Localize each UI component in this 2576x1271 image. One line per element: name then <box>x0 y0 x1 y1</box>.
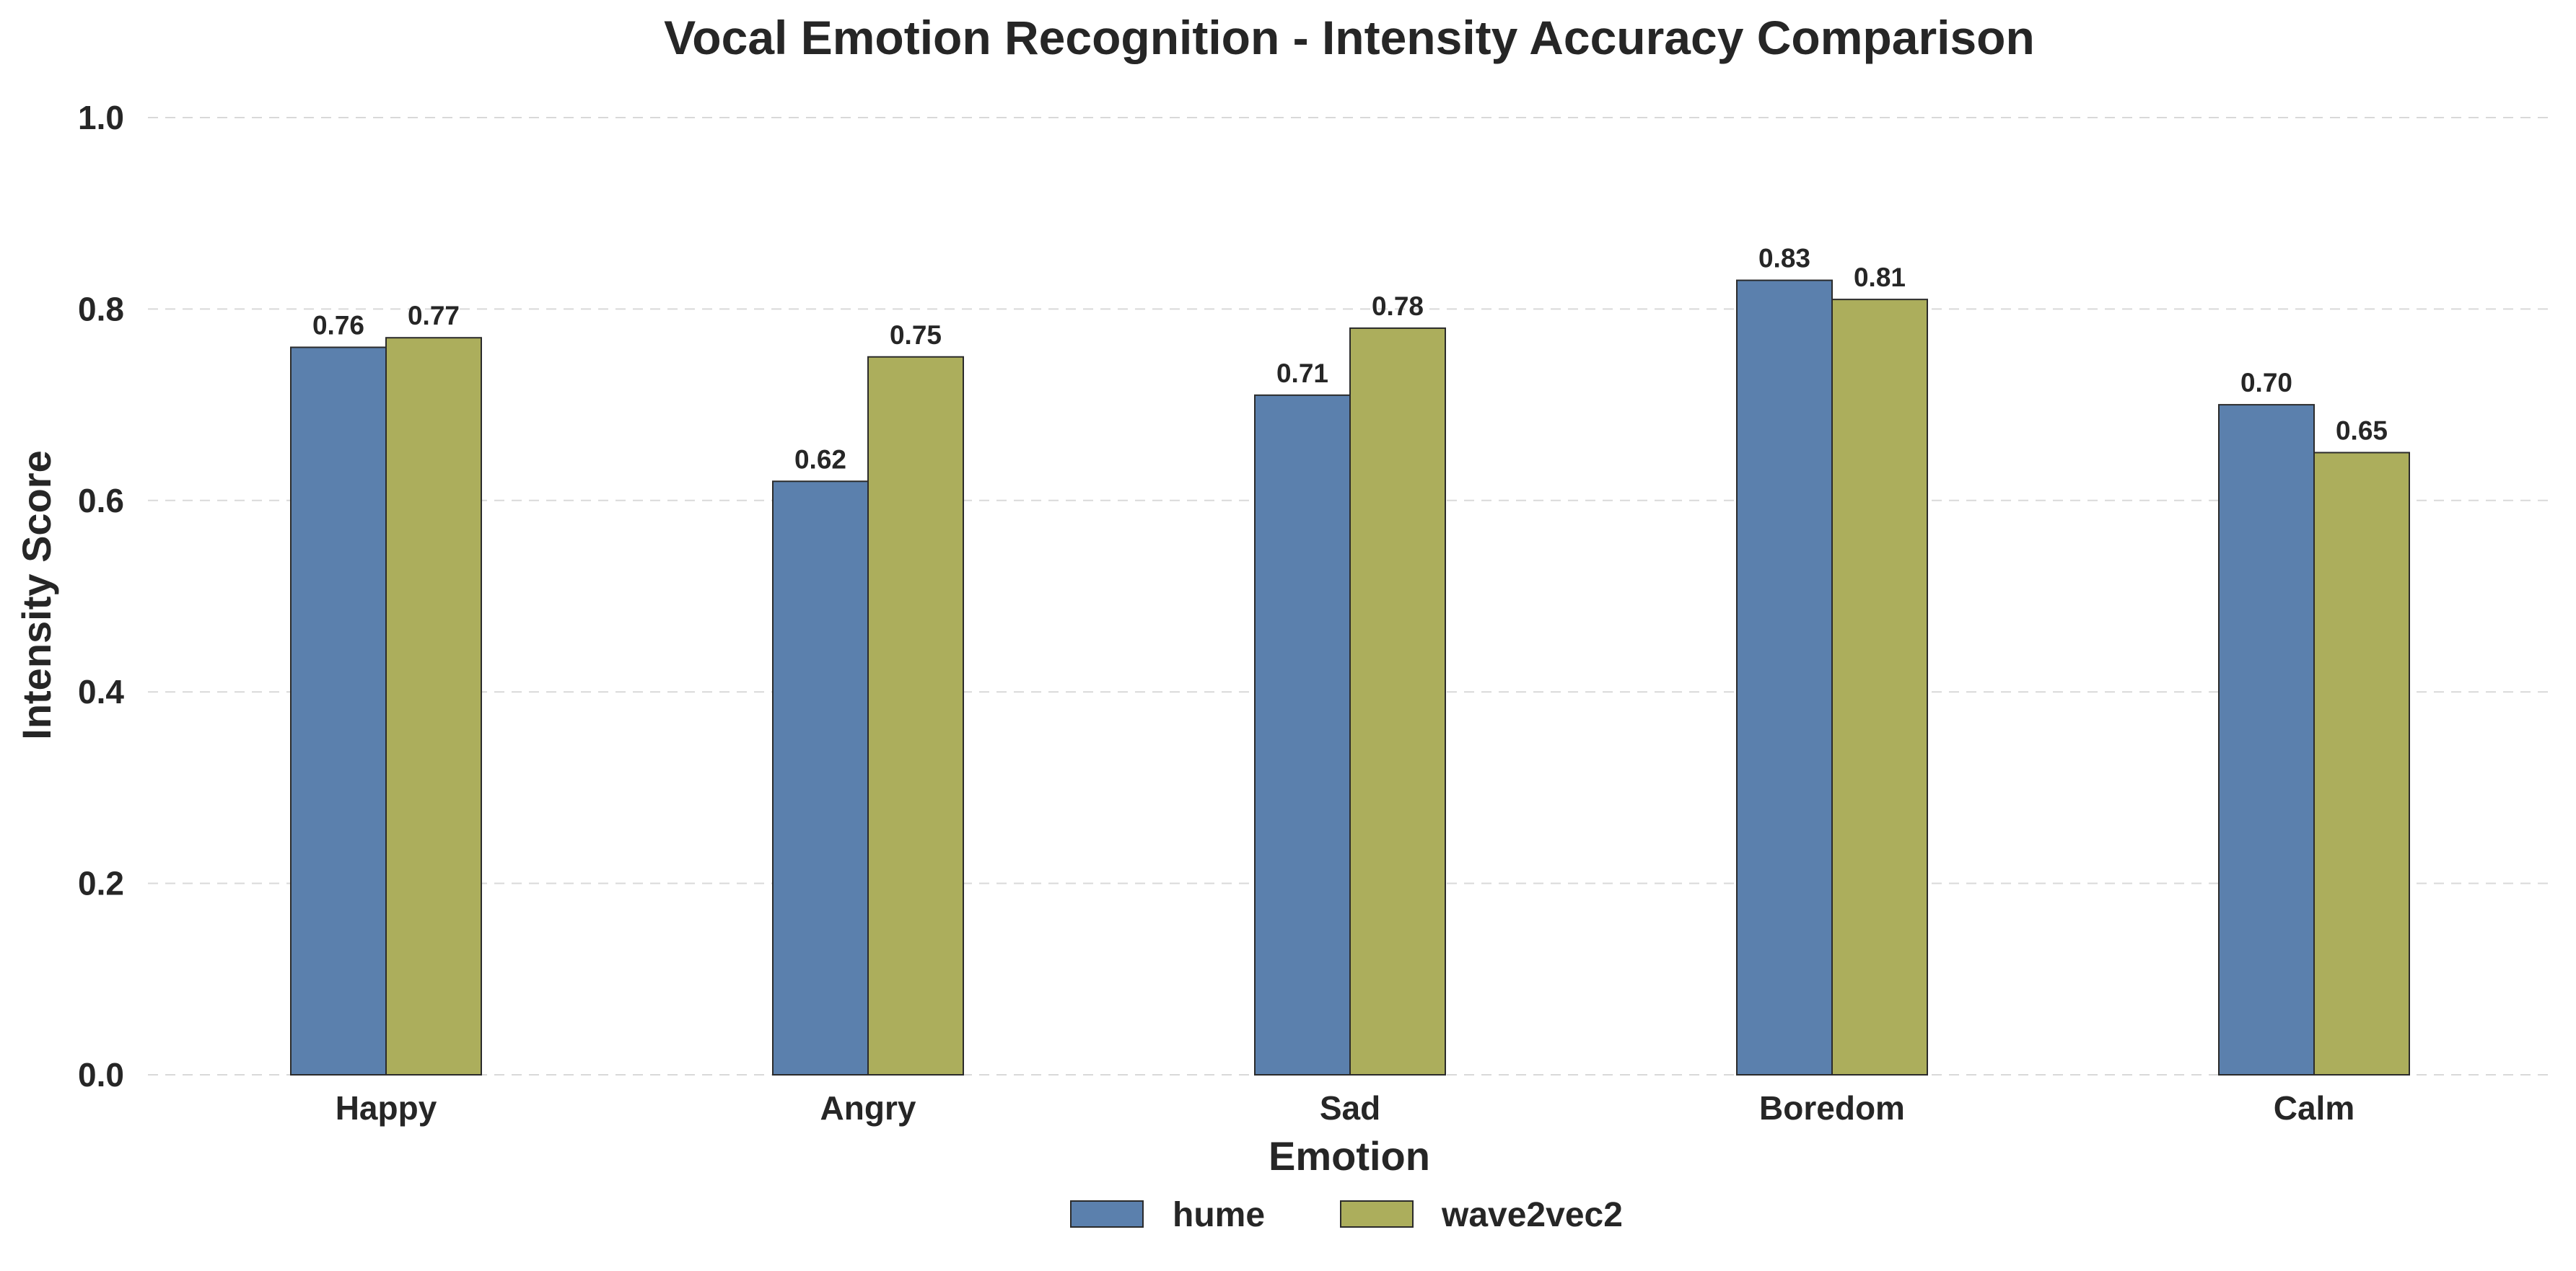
y-tick-label: 0.4 <box>78 673 124 711</box>
bar-wave2vec2-sad <box>1349 327 1446 1076</box>
bar-hume-boredom <box>1736 279 1833 1076</box>
data-label-hume-sad: 0.71 <box>1276 359 1328 388</box>
data-labels: 0.76 0.77 0.62 0.75 0.71 0.78 0.83 0.81 0.70 0.65 <box>312 244 2388 475</box>
data-label-wave2vec2-angry: 0.75 <box>890 320 942 350</box>
bar-hume-happy <box>290 346 387 1076</box>
legend: hume wave2vec2 <box>1070 1196 1623 1234</box>
x-tick-label-boredom: Boredom <box>1759 1089 1905 1127</box>
y-tick-label: 0.2 <box>78 865 124 902</box>
data-label-wave2vec2-calm: 0.65 <box>2336 415 2388 445</box>
bar-wave2vec2-happy <box>385 337 482 1076</box>
y-tick-label: 0.8 <box>78 290 124 327</box>
legend-label-hume: hume <box>1173 1196 1265 1234</box>
data-label-wave2vec2-sad: 0.78 <box>1372 291 1424 321</box>
y-axis-ticks: 0.0 0.2 0.4 0.6 0.8 1.0 <box>78 99 124 1094</box>
bar-hume-sad <box>1254 394 1351 1076</box>
chart-title: Vocal Emotion Recognition - Intensity Ac… <box>664 11 2035 64</box>
bar-hume-calm <box>2218 404 2315 1076</box>
data-label-hume-boredom: 0.83 <box>1758 244 1810 273</box>
bar-wave2vec2-angry <box>867 356 964 1076</box>
data-label-hume-calm: 0.70 <box>2240 368 2292 397</box>
x-tick-label-happy: Happy <box>336 1089 437 1127</box>
x-tick-label-sad: Sad <box>1320 1089 1380 1127</box>
bars <box>290 279 2410 1076</box>
bar-hume-angry <box>772 480 869 1076</box>
x-axis-label: Emotion <box>1269 1133 1430 1179</box>
y-tick-label: 0.6 <box>78 482 124 519</box>
legend-swatch-wave2vec2 <box>1340 1200 1414 1228</box>
data-label-wave2vec2-boredom: 0.81 <box>1854 263 1906 292</box>
y-axis-label: Intensity Score <box>14 450 59 739</box>
data-label-hume-angry: 0.62 <box>794 444 846 474</box>
x-axis-ticks: Happy Angry Sad Boredom Calm <box>336 1089 2355 1127</box>
y-tick-label: 0.0 <box>78 1056 124 1094</box>
legend-swatch-hume <box>1070 1200 1144 1228</box>
data-label-hume-happy: 0.76 <box>312 310 364 340</box>
x-tick-label-angry: Angry <box>820 1089 916 1127</box>
y-tick-label: 1.0 <box>78 99 124 136</box>
x-tick-label-calm: Calm <box>2274 1089 2354 1127</box>
bar-wave2vec2-calm <box>2313 452 2410 1076</box>
data-label-wave2vec2-happy: 0.77 <box>408 301 460 330</box>
legend-label-wave2vec2: wave2vec2 <box>1441 1196 1623 1234</box>
bar-wave2vec2-boredom <box>1831 299 1928 1076</box>
